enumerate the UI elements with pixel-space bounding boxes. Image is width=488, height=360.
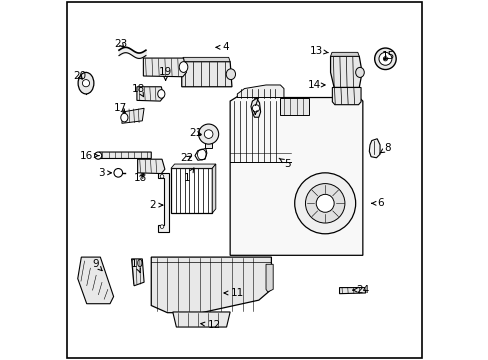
Polygon shape [172,312,230,327]
Text: 3: 3 [98,168,111,178]
Text: 6: 6 [371,198,383,208]
Text: 24: 24 [352,285,369,295]
Text: 8: 8 [379,143,390,153]
Polygon shape [122,108,144,123]
Text: 21: 21 [189,129,203,138]
Text: 9: 9 [92,259,102,271]
Bar [204,143,212,148]
Text: 15: 15 [381,51,394,61]
Text: 23: 23 [114,39,127,49]
Polygon shape [330,56,362,87]
Polygon shape [339,288,365,294]
Ellipse shape [374,48,395,69]
Text: 19: 19 [159,67,172,81]
Polygon shape [143,58,186,77]
Polygon shape [158,173,169,232]
Polygon shape [182,62,231,87]
Ellipse shape [179,62,187,72]
Ellipse shape [294,173,355,234]
Text: 22: 22 [180,153,193,163]
Ellipse shape [121,113,128,122]
Text: 20: 20 [73,71,86,81]
Polygon shape [237,85,284,98]
Ellipse shape [78,72,94,94]
Ellipse shape [316,194,333,212]
Ellipse shape [114,168,122,177]
Text: 2: 2 [149,200,163,210]
Polygon shape [330,52,359,56]
Text: 17: 17 [114,103,127,113]
Text: 7: 7 [251,98,258,114]
Ellipse shape [204,130,212,138]
Polygon shape [195,148,206,160]
Polygon shape [151,257,271,313]
Ellipse shape [378,52,391,65]
Ellipse shape [82,80,89,87]
Polygon shape [368,139,379,158]
Text: 18: 18 [134,173,147,183]
Polygon shape [230,89,362,255]
Text: 12: 12 [201,320,220,330]
Ellipse shape [198,124,218,144]
Text: 18: 18 [132,84,145,97]
Polygon shape [171,164,215,168]
Ellipse shape [160,175,163,178]
Text: 11: 11 [224,288,244,298]
Ellipse shape [158,90,164,98]
Polygon shape [265,264,273,292]
Text: 13: 13 [309,46,328,56]
Ellipse shape [305,184,344,223]
Polygon shape [137,87,163,101]
Text: 10: 10 [130,259,143,273]
Polygon shape [332,87,360,105]
Text: 14: 14 [307,80,325,90]
Text: 16: 16 [80,150,99,161]
Polygon shape [182,57,230,62]
Bar [280,98,308,116]
Text: 5: 5 [279,158,290,169]
Ellipse shape [160,225,163,228]
Polygon shape [212,164,215,213]
Polygon shape [131,259,144,286]
Text: 4: 4 [216,42,229,52]
Polygon shape [97,152,151,158]
Polygon shape [137,159,164,174]
Polygon shape [250,98,260,117]
Polygon shape [78,257,113,304]
Ellipse shape [355,67,364,77]
Ellipse shape [94,152,102,159]
Ellipse shape [383,57,387,61]
Ellipse shape [226,69,235,80]
Text: 1: 1 [183,168,194,183]
Ellipse shape [252,105,259,112]
Bar [171,168,212,213]
